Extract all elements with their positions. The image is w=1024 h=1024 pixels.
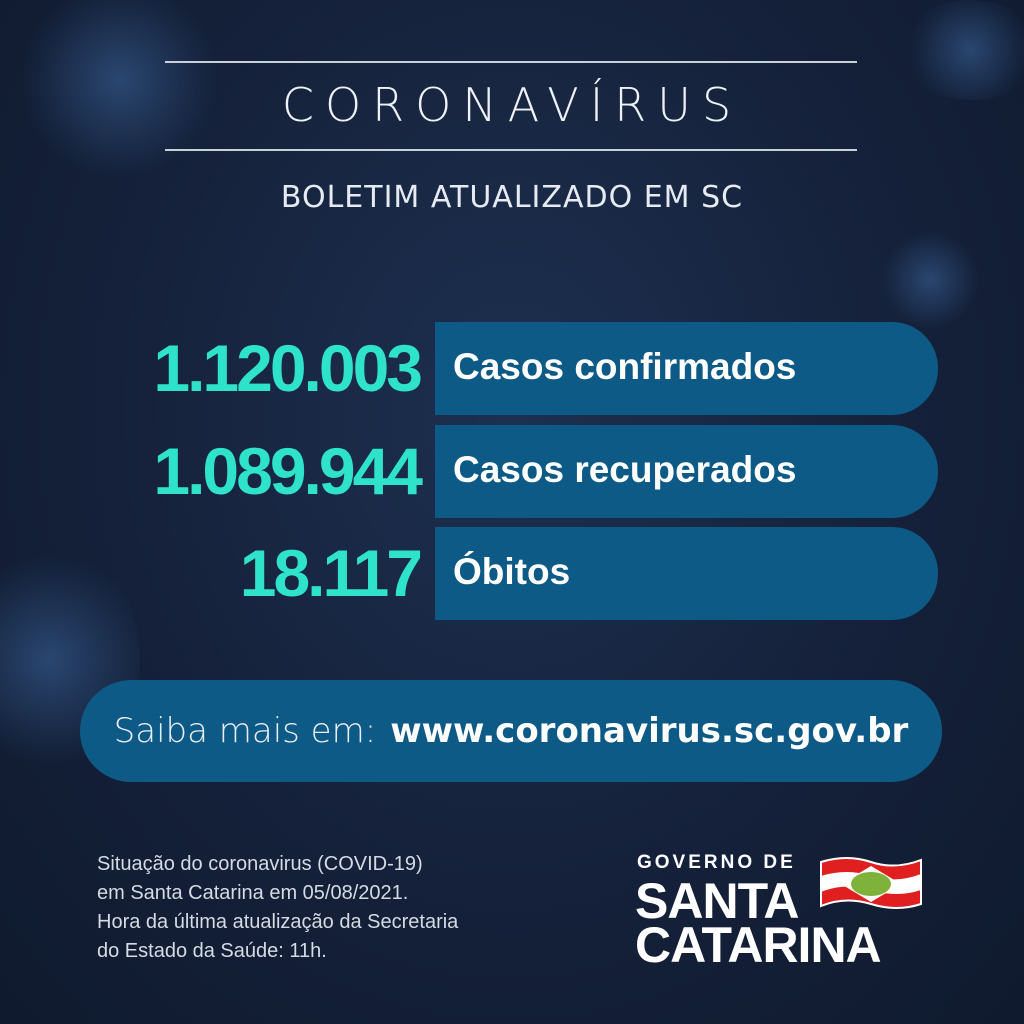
more-info-banner: Saiba mais em: www.coronavirus.sc.gov.br <box>80 680 942 782</box>
stat-label-bar: Casos recuperados <box>435 425 938 518</box>
stat-value: 18.117 <box>239 536 423 610</box>
virus-decoration <box>900 0 1024 100</box>
title-bottom-rule <box>165 149 857 151</box>
stat-label-bar: Óbitos <box>435 527 938 620</box>
title-top-rule <box>165 61 857 63</box>
footer-line: do Estado da Saúde: 11h. <box>97 940 327 962</box>
stat-recovered: 1.089.944 Casos recuperados <box>0 425 1024 518</box>
footer-note: Situação do coronavirus (COVID-19) em Sa… <box>97 850 458 966</box>
stat-deaths: 18.117 Óbitos <box>0 527 1024 620</box>
logo-line-3: CATARINA <box>635 917 882 973</box>
santa-catarina-flag-icon <box>820 857 922 909</box>
stat-label-bar: Casos confirmados <box>435 322 938 415</box>
page-title: CORONAVÍRUS <box>281 78 743 132</box>
more-info-url[interactable]: www.coronavirus.sc.gov.br <box>390 711 909 751</box>
stat-confirmed: 1.120.003 Casos confirmados <box>0 322 1024 415</box>
footer-line: Situação do coronavirus (COVID-19) <box>97 853 423 875</box>
more-info-prefix: Saiba mais em: <box>113 711 377 751</box>
stat-value: 1.089.944 <box>153 434 423 508</box>
government-logo: GOVERNO DE SANTA CATARINA <box>635 852 935 972</box>
logo-line-1: GOVERNO DE <box>637 852 796 873</box>
stat-label: Casos recuperados <box>453 449 797 490</box>
footer-line: Hora da última atualização da Secretaria <box>97 911 459 933</box>
logo-line-2: SANTA <box>635 873 800 929</box>
stat-label: Casos confirmados <box>453 346 797 387</box>
footer-line: em Santa Catarina em 05/08/2021. <box>97 882 409 904</box>
stat-label: Óbitos <box>453 551 571 592</box>
stat-value: 1.120.003 <box>153 331 423 405</box>
page-subtitle: BOLETIM ATUALIZADO EM SC <box>280 180 744 215</box>
virus-decoration <box>880 230 980 330</box>
